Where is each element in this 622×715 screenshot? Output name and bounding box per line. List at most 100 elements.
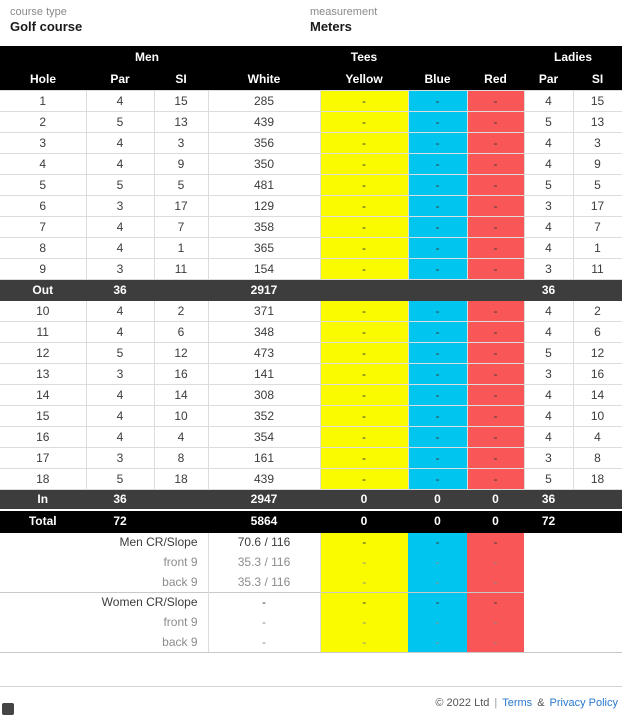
- men-si-cell: 10: [153, 404, 209, 427]
- blue-tee-cell: -: [407, 299, 468, 322]
- cr-value-cell: 35.3 / 116: [207, 572, 321, 592]
- yellow-tee-cell: -: [319, 89, 409, 112]
- cr-spacer-cell: [524, 572, 622, 592]
- white-tee-distance-cell: 352: [207, 404, 321, 427]
- men-si-cell: 1: [153, 236, 209, 259]
- red-tee-cell: -: [466, 425, 525, 448]
- column-header-par: Par: [86, 68, 154, 90]
- ladies-si-cell: 8: [572, 446, 622, 469]
- white-tee-distance-cell: 348: [207, 320, 321, 343]
- hole-row: 6 3 17 129 - - - 3 17: [0, 194, 622, 217]
- blue-tee-cell: -: [407, 89, 468, 112]
- cr-red-tee-cell: -: [467, 572, 524, 592]
- white-tee-distance-cell: 141: [207, 362, 321, 385]
- in-label-cell: In: [0, 488, 87, 511]
- hole-row: 10 4 2 371 - - - 4 2: [0, 299, 622, 322]
- red-tee-cell: -: [466, 320, 525, 343]
- men-par-cell: 3: [85, 257, 155, 280]
- men-par-cell: 3: [85, 446, 155, 469]
- men-par-cell: 4: [85, 152, 155, 175]
- hole-number-cell: 17: [0, 446, 87, 469]
- hole-number-cell: 15: [0, 404, 87, 427]
- hole-number-cell: 2: [0, 110, 87, 133]
- men-si-cell: 8: [153, 446, 209, 469]
- column-header-yellow: Yellow: [320, 68, 408, 90]
- cr-slope-row: back 9 35.3 / 116 - - -: [0, 572, 622, 592]
- front-nine-body: 1 4 15 285 - - - 4 15 2 5 13 439 - - - 5…: [0, 89, 622, 280]
- blue-tee-cell: -: [407, 404, 468, 427]
- men-par-cell: 5: [85, 341, 155, 364]
- ladies-par-cell: 4: [523, 383, 574, 406]
- group-header-spacer: [208, 46, 320, 68]
- white-tee-distance-cell: 285: [207, 89, 321, 112]
- blue-tee-cell: -: [407, 131, 468, 154]
- out-row-body: Out 36 2917 36: [0, 278, 622, 301]
- blue-tee-cell: -: [407, 173, 468, 196]
- cr-label-cell: back 9: [0, 632, 208, 653]
- men-par-cell: 5: [85, 173, 155, 196]
- men-si-cell: 13: [153, 110, 209, 133]
- men-si-cell: 3: [153, 131, 209, 154]
- group-header-men: Men: [86, 46, 208, 68]
- red-tee-cell: -: [466, 362, 525, 385]
- white-tee-distance-cell: 365: [207, 236, 321, 259]
- blue-tee-cell: -: [407, 383, 468, 406]
- footer-privacy-link[interactable]: Privacy Policy: [549, 697, 618, 709]
- men-si-cell: 14: [153, 383, 209, 406]
- blue-tee-cell: -: [407, 362, 468, 385]
- out-row: Out 36 2917 36: [0, 278, 622, 301]
- measurement-field: measurement Meters: [310, 6, 377, 35]
- total-ladies-par-cell: 72: [523, 509, 574, 533]
- red-tee-cell: -: [466, 173, 525, 196]
- men-par-cell: 4: [85, 89, 155, 112]
- page-header: course type Golf course measurement Mete…: [0, 0, 622, 46]
- out-ladies-si-cell: [572, 278, 622, 301]
- ladies-par-cell: 4: [523, 425, 574, 448]
- out-par-cell: 36: [85, 278, 155, 301]
- course-type-label: course type: [10, 6, 67, 18]
- total-par-cell: 72: [85, 509, 155, 533]
- measurement-label: measurement: [310, 6, 378, 18]
- white-tee-distance-cell: 129: [207, 194, 321, 217]
- cr-blue-tee-cell: -: [408, 552, 467, 572]
- total-si-cell: [153, 509, 209, 533]
- red-tee-cell: -: [466, 467, 525, 490]
- cr-red-tee-cell: -: [467, 612, 524, 632]
- hole-row: 12 5 12 473 - - - 5 12: [0, 341, 622, 364]
- out-white-cell: 2917: [207, 278, 321, 301]
- white-tee-distance-cell: 350: [207, 152, 321, 175]
- footer-terms-link[interactable]: Terms: [502, 697, 533, 709]
- cr-blue-tee-cell: -: [408, 612, 467, 632]
- in-blue-cell: 0: [407, 488, 468, 511]
- white-tee-distance-cell: 473: [207, 341, 321, 364]
- cr-blue-tee-cell: -: [408, 532, 467, 552]
- yellow-tee-cell: -: [319, 110, 409, 133]
- men-si-cell: 6: [153, 320, 209, 343]
- white-tee-distance-cell: 161: [207, 446, 321, 469]
- ladies-par-cell: 5: [523, 110, 574, 133]
- men-par-cell: 4: [85, 131, 155, 154]
- cr-slope-row: front 9 - - - -: [0, 612, 622, 632]
- ladies-par-cell: 4: [523, 404, 574, 427]
- blue-tee-cell: -: [407, 194, 468, 217]
- blue-tee-cell: -: [407, 152, 468, 175]
- hole-row: 18 5 18 439 - - - 5 18: [0, 467, 622, 490]
- group-header-row: Men Tees Ladies: [0, 46, 622, 68]
- cr-label-cell: front 9: [163, 555, 198, 569]
- hole-row: 17 3 8 161 - - - 3 8: [0, 446, 622, 469]
- men-si-cell: 7: [153, 215, 209, 238]
- yellow-tee-cell: -: [319, 362, 409, 385]
- men-par-cell: 4: [85, 299, 155, 322]
- cr-red-tee-cell: -: [467, 552, 524, 572]
- cr-label-cell: Men CR/Slope: [119, 535, 198, 550]
- hole-row: 5 5 5 481 - - - 5 5: [0, 173, 622, 196]
- men-par-cell: 4: [85, 383, 155, 406]
- blue-tee-cell: -: [407, 110, 468, 133]
- hole-number-cell: 6: [0, 194, 87, 217]
- yellow-tee-cell: -: [319, 299, 409, 322]
- cr-slope-body: Men CR/Slope 70.6 / 116 - - - front 9 35…: [0, 532, 622, 653]
- footer: © 2022 Ltd | Terms & Privacy Policy: [0, 697, 618, 709]
- ladies-si-cell: 18: [572, 467, 622, 490]
- hole-row: 7 4 7 358 - - - 4 7: [0, 215, 622, 238]
- in-ladies-si-cell: [572, 488, 622, 511]
